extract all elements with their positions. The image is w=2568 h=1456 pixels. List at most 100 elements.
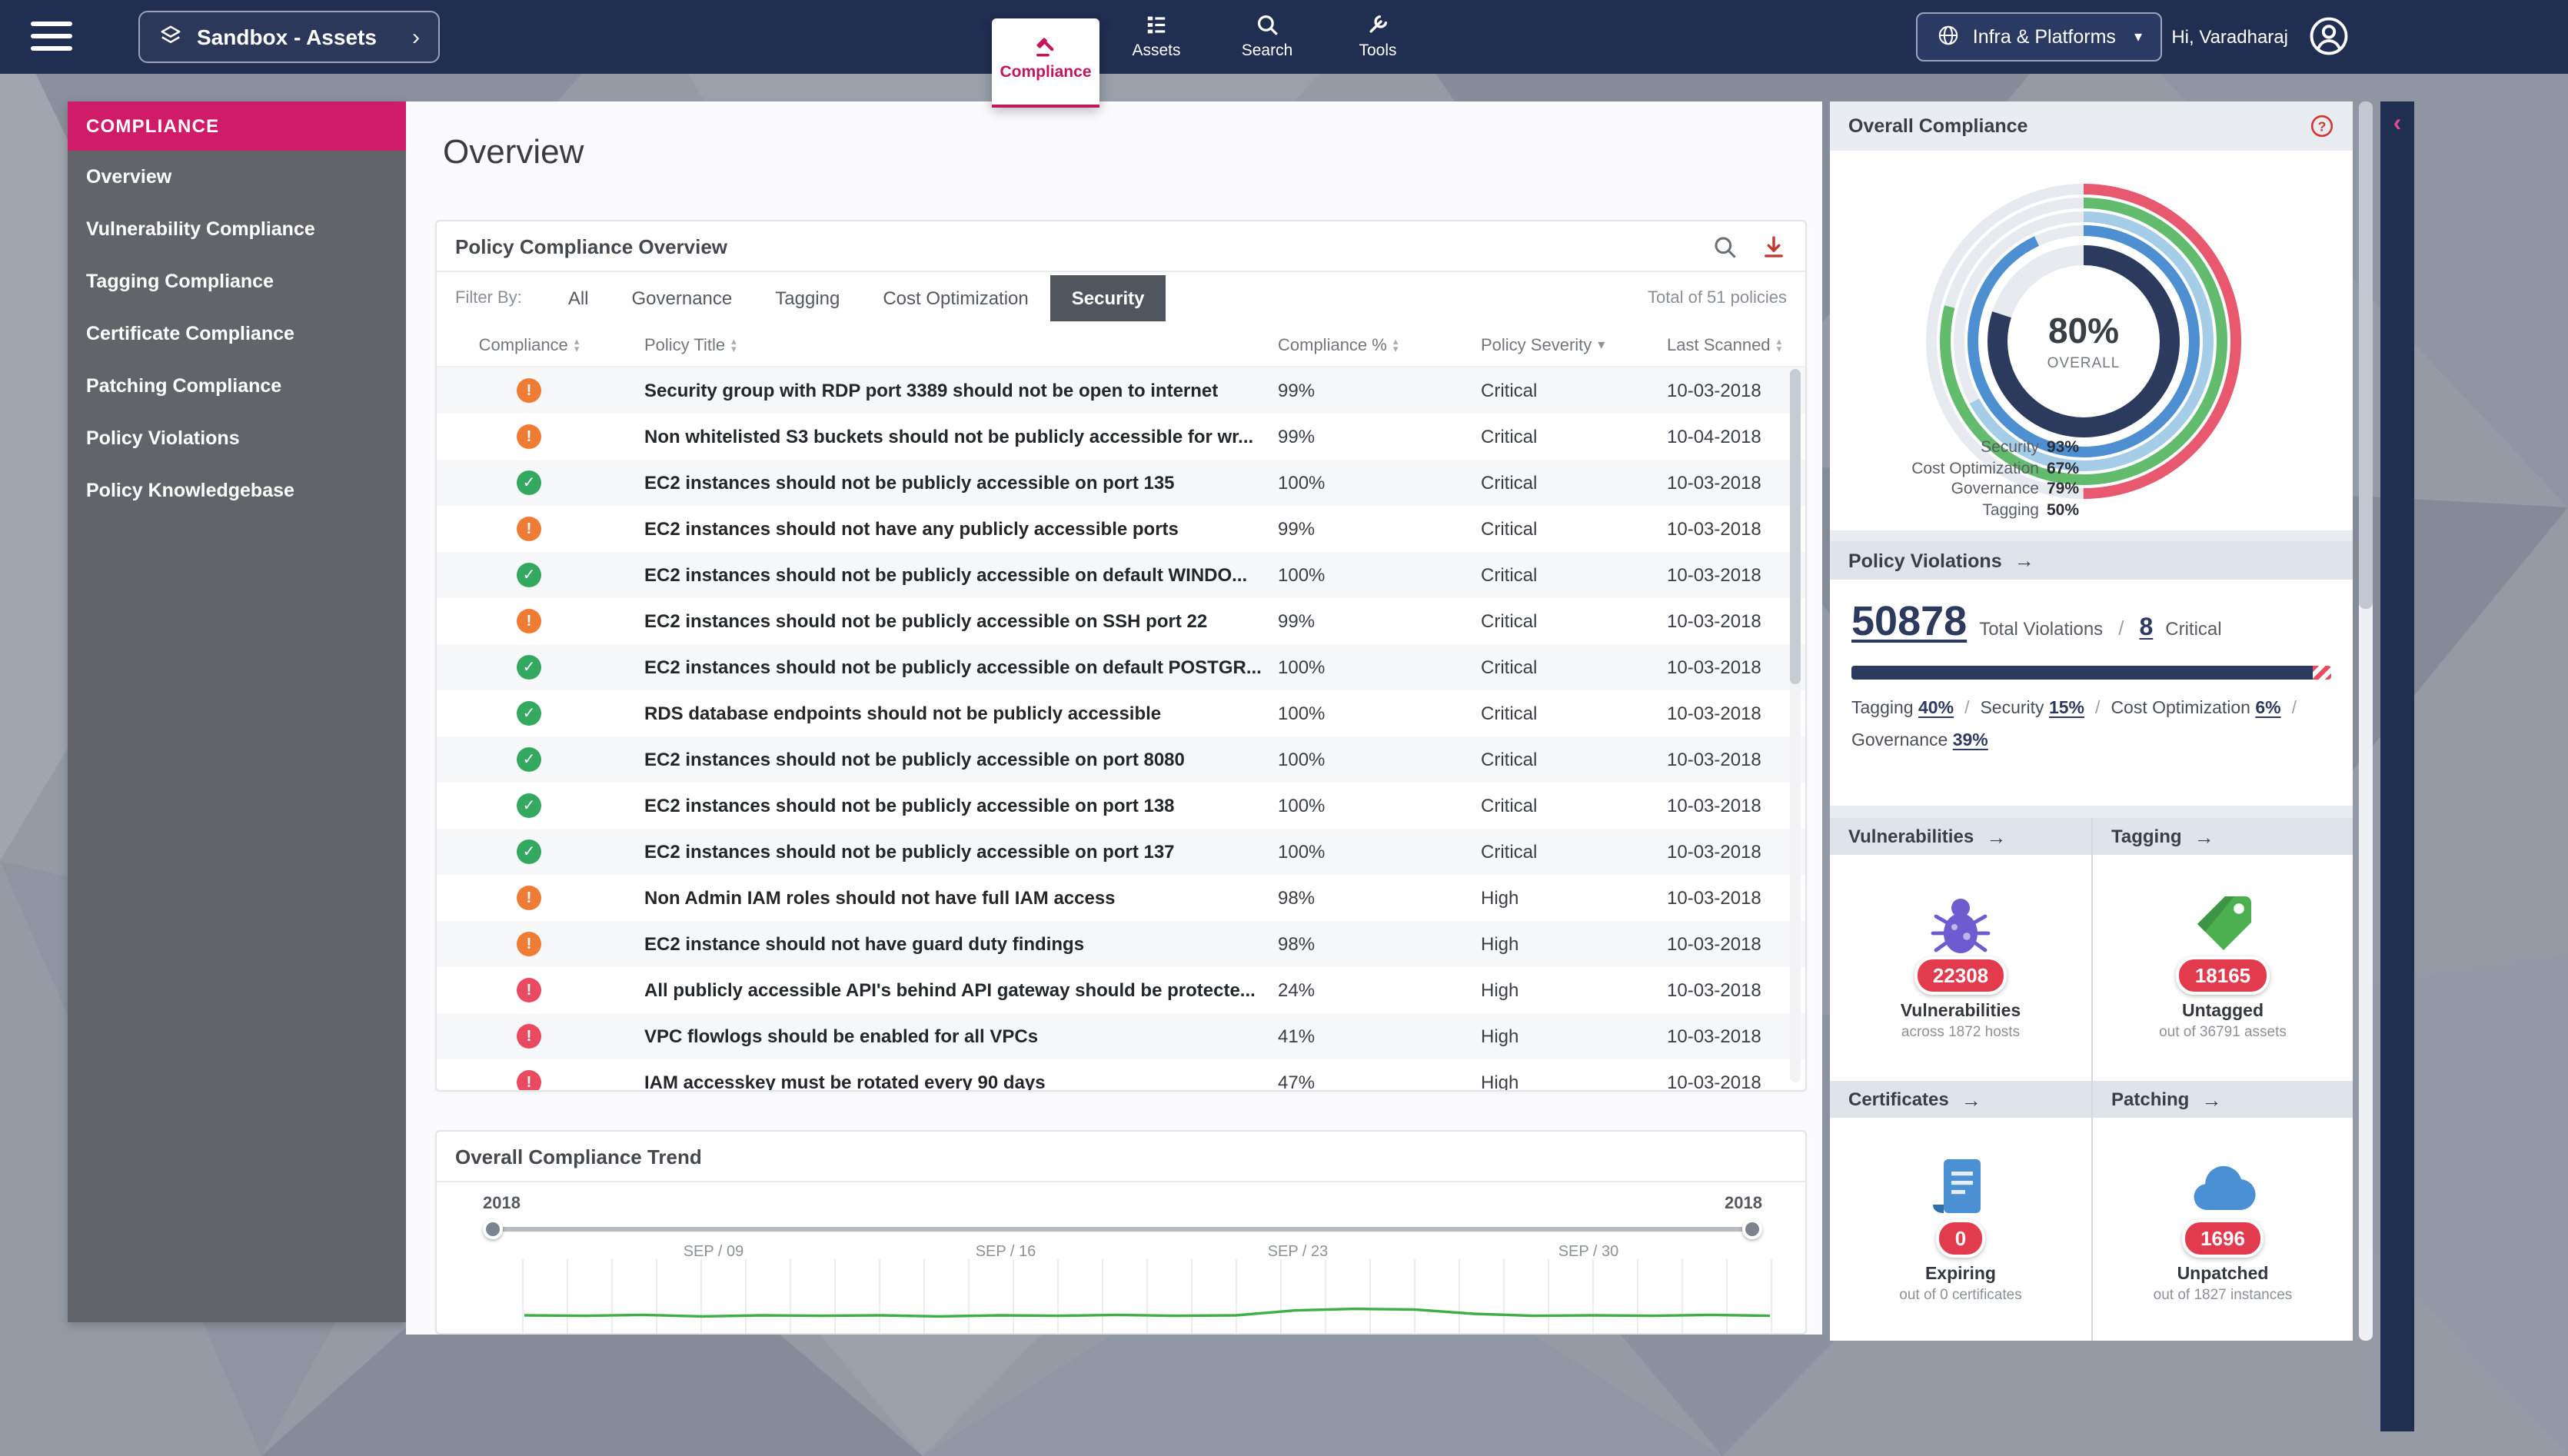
search-icon[interactable] <box>1711 233 1738 259</box>
policy-title-cell[interactable]: EC2 instances should not be publicly acc… <box>644 564 1248 586</box>
scrollbar-thumb[interactable] <box>2359 101 2373 609</box>
table-row[interactable]: ✓ EC2 instances should not be publicly a… <box>437 829 1805 875</box>
policy-title-cell[interactable]: EC2 instances should not be publicly acc… <box>644 610 1208 632</box>
filter-tab-governance[interactable]: Governance <box>631 288 733 309</box>
breakdown-cost-optimization[interactable]: Cost Optimization 6% <box>2111 700 2280 718</box>
column-header-policy-title[interactable]: Policy Title ▴ ▾ <box>621 336 1264 354</box>
table-row[interactable]: ✓ EC2 instances should not be publicly a… <box>437 644 1805 690</box>
table-row[interactable]: ! Non whitelisted S3 buckets should not … <box>437 414 1805 460</box>
collapse-panel-icon[interactable]: ‹ <box>2393 111 2402 137</box>
column-header-last-scanned[interactable]: Last Scanned ▴ ▾ <box>1652 336 1805 354</box>
policy-title-cell[interactable]: RDS database endpoints should not be pub… <box>644 703 1162 724</box>
workspace-selector[interactable]: Sandbox - Assets › <box>138 11 440 63</box>
filter-tab-cost-optimization[interactable]: Cost Optimization <box>883 288 1029 309</box>
range-handle-start[interactable] <box>483 1219 503 1239</box>
policy-title-cell[interactable]: EC2 instances should not be publicly acc… <box>644 841 1175 863</box>
policy-title-cell[interactable]: Non Admin IAM roles should not have full… <box>644 887 1116 909</box>
filter-tab-all[interactable]: All <box>567 288 589 309</box>
policy-violations-header[interactable]: Policy Violations → <box>1830 541 2353 580</box>
policy-title-cell[interactable]: EC2 instance should not have guard duty … <box>644 933 1085 955</box>
table-row[interactable]: ! EC2 instances should not have any publ… <box>437 506 1805 552</box>
stat-card-header-certificates[interactable]: Certificates → <box>1830 1081 2091 1118</box>
breakdown-tagging[interactable]: Tagging 40% <box>1851 700 1954 718</box>
filter-tab-tagging[interactable]: Tagging <box>775 288 840 309</box>
total-policies-text: Total of 51 policies <box>1648 289 1787 307</box>
compliance-pct-cell: 98% <box>1278 933 1316 955</box>
sidebar-item-policy-violations[interactable]: Policy Violations <box>86 427 240 449</box>
policy-title-cell[interactable]: All publicly accessible API's behind API… <box>644 979 1256 1001</box>
environment-selector[interactable]: Infra & Platforms ▾ <box>1915 12 2162 61</box>
sidebar-item-tagging-compliance[interactable]: Tagging Compliance <box>86 271 274 292</box>
filter-tab-security[interactable]: Security <box>1049 275 1166 321</box>
tab-label: Search <box>1241 42 1293 60</box>
table-row[interactable]: ! IAM accesskey must be rotated every 90… <box>437 1059 1805 1092</box>
policy-title-cell[interactable]: EC2 instances should not have any public… <box>644 518 1179 540</box>
tab-label: Assets <box>1132 42 1181 60</box>
page-scrollbar[interactable] <box>2359 101 2373 1341</box>
stat-card-title: Patching <box>2111 1089 2190 1110</box>
stat-card-header-vulnerabilities[interactable]: Vulnerabilities → <box>1830 818 2091 855</box>
table-row[interactable]: ! EC2 instances should not be publicly a… <box>437 598 1805 644</box>
menu-icon[interactable] <box>31 22 72 58</box>
critical-violations-count[interactable]: 8 <box>2139 615 2154 641</box>
table-row[interactable]: ✓ RDS database endpoints should not be p… <box>437 690 1805 736</box>
range-start-label: 2018 <box>483 1195 521 1213</box>
scrollbar-thumb[interactable] <box>1790 369 1801 684</box>
download-icon[interactable] <box>1761 233 1787 259</box>
tab-tools[interactable]: Tools <box>1324 0 1432 74</box>
sidebar-item-policy-knowledgebase[interactable]: Policy Knowledgebase <box>86 480 294 501</box>
column-header-compliance[interactable]: Compliance ▴ ▾ <box>437 336 621 354</box>
column-label: Compliance % <box>1278 336 1387 354</box>
legend-row-governance: Governance 79% <box>1848 480 2079 500</box>
column-header-policy-severity[interactable]: Policy Severity ▾ <box>1467 336 1652 354</box>
policy-title-cell[interactable]: VPC flowlogs should be enabled for all V… <box>644 1026 1039 1047</box>
sidebar-item-patching-compliance[interactable]: Patching Compliance <box>86 375 282 397</box>
overall-compliance-header: Overall Compliance ? <box>1830 101 2353 151</box>
policy-title-cell[interactable]: IAM accesskey must be rotated every 90 d… <box>644 1072 1046 1092</box>
avatar[interactable] <box>2308 15 2350 57</box>
policy-title-cell[interactable]: Non whitelisted S3 buckets should not be… <box>644 426 1254 447</box>
breakdown-security[interactable]: Security 15% <box>1980 700 2084 718</box>
severity-cell: Critical <box>1481 749 1538 770</box>
table-scrollbar[interactable] <box>1790 369 1801 1082</box>
separator: / <box>2118 617 2124 640</box>
table-row[interactable]: ! All publicly accessible API's behind A… <box>437 967 1805 1013</box>
help-icon[interactable]: ? <box>2310 114 2334 138</box>
slider-track[interactable] <box>483 1219 1762 1239</box>
table-row[interactable]: ! Non Admin IAM roles should not have fu… <box>437 875 1805 921</box>
policy-title-cell[interactable]: EC2 instances should not be publicly acc… <box>644 472 1175 494</box>
range-handle-end[interactable] <box>1742 1219 1762 1239</box>
table-row[interactable]: ✓ EC2 instances should not be publicly a… <box>437 783 1805 829</box>
total-violations-count[interactable]: 50878 <box>1851 598 1968 644</box>
sidebar-item-overview[interactable]: Overview <box>86 166 172 188</box>
table-row[interactable]: ! VPC flowlogs should be enabled for all… <box>437 1013 1805 1059</box>
sidebar-item-vulnerability-compliance[interactable]: Vulnerability Compliance <box>86 218 315 240</box>
tab-search[interactable]: Search <box>1213 0 1321 74</box>
chevron-right-icon: › <box>411 24 420 50</box>
breakdown-governance[interactable]: Governance 39% <box>1851 732 1988 750</box>
table-row[interactable]: ✓ EC2 instances should not be publicly a… <box>437 460 1805 506</box>
table-row[interactable]: ✓ EC2 instances should not be publicly a… <box>437 552 1805 598</box>
last-scanned-cell: 10-03-2018 <box>1667 564 1761 586</box>
table-row[interactable]: ! Security group with RDP port 3389 shou… <box>437 367 1805 414</box>
tab-compliance[interactable]: Compliance <box>992 18 1099 108</box>
table-row[interactable]: ✓ EC2 instances should not be publicly a… <box>437 736 1805 783</box>
stat-card-header-tagging[interactable]: Tagging → <box>2093 818 2353 855</box>
column-header-compliance[interactable]: Compliance % ▴ ▾ <box>1264 336 1467 354</box>
sidebar-header: COMPLIANCE <box>68 101 406 151</box>
table-row[interactable]: ! EC2 instance should not have guard dut… <box>437 921 1805 967</box>
severity-cell: High <box>1481 887 1519 909</box>
sort-desc-icon: ▾ <box>1598 337 1605 352</box>
sidebar-item-certificate-compliance[interactable]: Certificate Compliance <box>86 323 294 344</box>
sort-icon: ▴ ▾ <box>1392 336 1399 354</box>
policy-title-cell[interactable]: EC2 instances should not be publicly acc… <box>644 657 1262 678</box>
axis-tick: SEP / 09 <box>683 1244 744 1261</box>
tab-assets[interactable]: Assets <box>1103 0 1210 74</box>
policy-title-cell[interactable]: Security group with RDP port 3389 should… <box>644 380 1219 401</box>
severity-cell: Critical <box>1481 610 1538 632</box>
policy-title-cell[interactable]: EC2 instances should not be publicly acc… <box>644 749 1185 770</box>
svg-text:?: ? <box>2318 118 2327 134</box>
policy-title-cell[interactable]: EC2 instances should not be publicly acc… <box>644 795 1175 816</box>
filter-bar: Filter By: All Governance Tagging Cost Opti… <box>437 272 1805 324</box>
stat-card-header-patching[interactable]: Patching → <box>2093 1081 2353 1118</box>
